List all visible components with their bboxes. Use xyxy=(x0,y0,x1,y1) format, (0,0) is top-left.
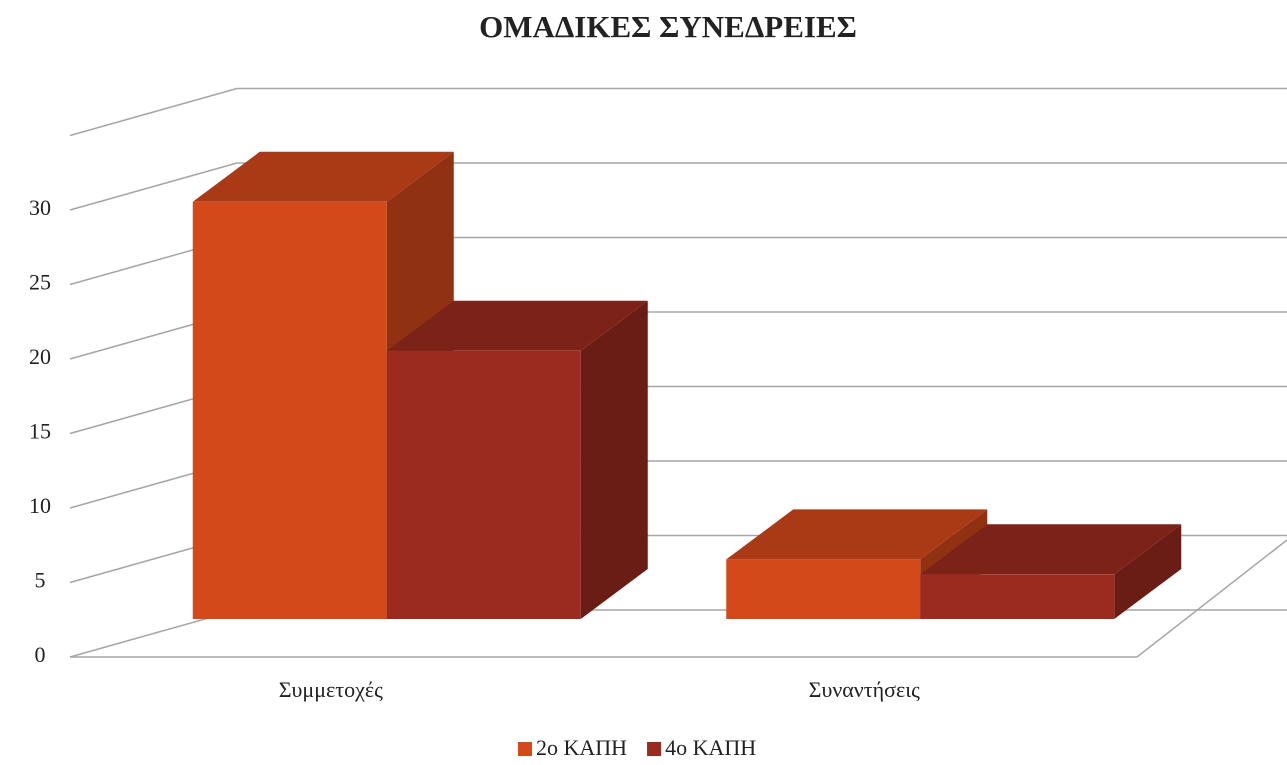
bar xyxy=(192,201,387,620)
bar-top xyxy=(920,524,1182,575)
bar xyxy=(920,574,1115,619)
bar-side xyxy=(580,300,648,619)
bar xyxy=(726,559,921,619)
wall-edge xyxy=(69,87,238,137)
legend-label: 2ο ΚΑΠΗ xyxy=(536,735,627,760)
y-tick-label: 15 xyxy=(29,419,51,444)
y-tick-label: 30 xyxy=(29,195,51,220)
x-tick-label: Συναντήσεις xyxy=(809,677,920,702)
bar-top xyxy=(726,509,988,560)
y-tick-label: 10 xyxy=(29,493,51,518)
grid-line xyxy=(69,162,238,211)
legend-label: 4ο ΚΑΠΗ xyxy=(665,735,756,760)
legend-swatch xyxy=(518,742,532,756)
y-tick-label: 20 xyxy=(29,344,51,369)
bar xyxy=(386,350,581,619)
y-tick-label: 0 xyxy=(35,642,46,667)
y-tick-label: 25 xyxy=(29,270,51,295)
chart-title: ΟΜΑΔΙΚΕΣ ΣΥΝΕΔΡΕΙΕΣ xyxy=(479,9,857,44)
bar-top xyxy=(192,151,454,202)
legend-swatch xyxy=(647,742,662,756)
y-tick-label: 5 xyxy=(35,568,46,593)
bar-top xyxy=(386,300,648,351)
x-tick-label: Συμμετοχές xyxy=(279,677,383,702)
bar-side xyxy=(1114,524,1182,619)
floor-edge xyxy=(1136,539,1287,658)
